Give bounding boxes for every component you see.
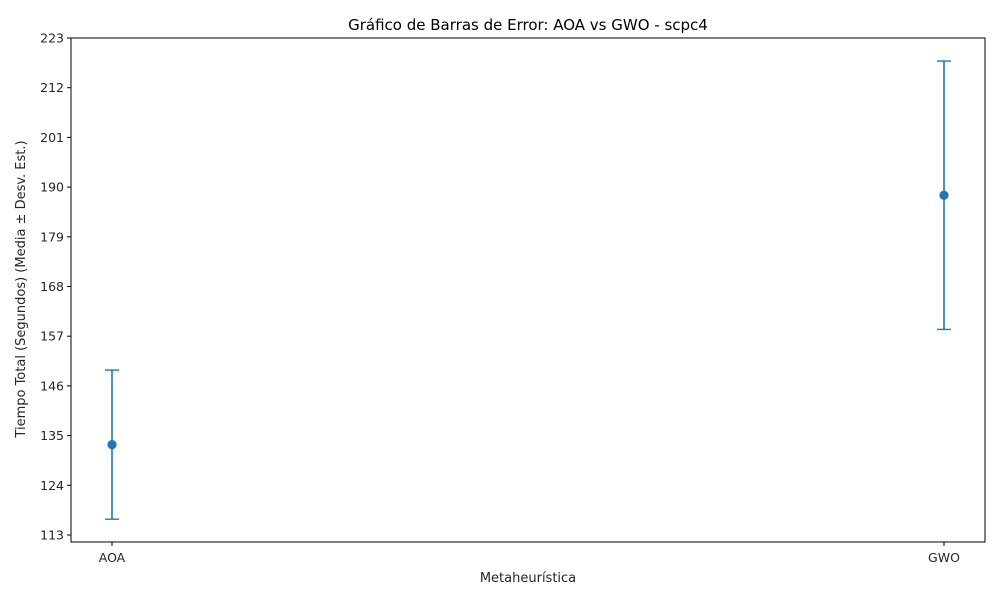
y-tick-label: 113 xyxy=(40,528,64,543)
y-tick-label: 223 xyxy=(40,31,64,46)
x-axis-label: Metaheurística xyxy=(480,571,576,586)
y-tick-label: 124 xyxy=(40,478,64,493)
y-tick-label: 190 xyxy=(40,180,64,195)
y-tick-label: 146 xyxy=(40,378,64,393)
x-tick-label: AOA xyxy=(99,550,126,565)
plot-area: 113 124 135 146 157 168 179 190 201 212 223 AOA GWO xyxy=(40,31,986,565)
chart-title: Gráfico de Barras de Error: AOA vs GWO -… xyxy=(348,16,708,34)
y-tick-label: 212 xyxy=(40,80,64,95)
y-tick-label: 201 xyxy=(40,130,64,145)
mean-point xyxy=(107,440,117,450)
y-tick-label: 135 xyxy=(40,428,64,443)
y-tick-label: 157 xyxy=(40,329,64,344)
y-tick-label: 168 xyxy=(40,279,64,294)
y-tick-label: 179 xyxy=(40,229,64,244)
y-axis-label: Tiempo Total (Segundos) (Media ± Desv. E… xyxy=(14,140,29,438)
mean-point xyxy=(939,190,949,200)
x-tick-label: GWO xyxy=(928,550,960,565)
plot-frame xyxy=(70,37,986,543)
